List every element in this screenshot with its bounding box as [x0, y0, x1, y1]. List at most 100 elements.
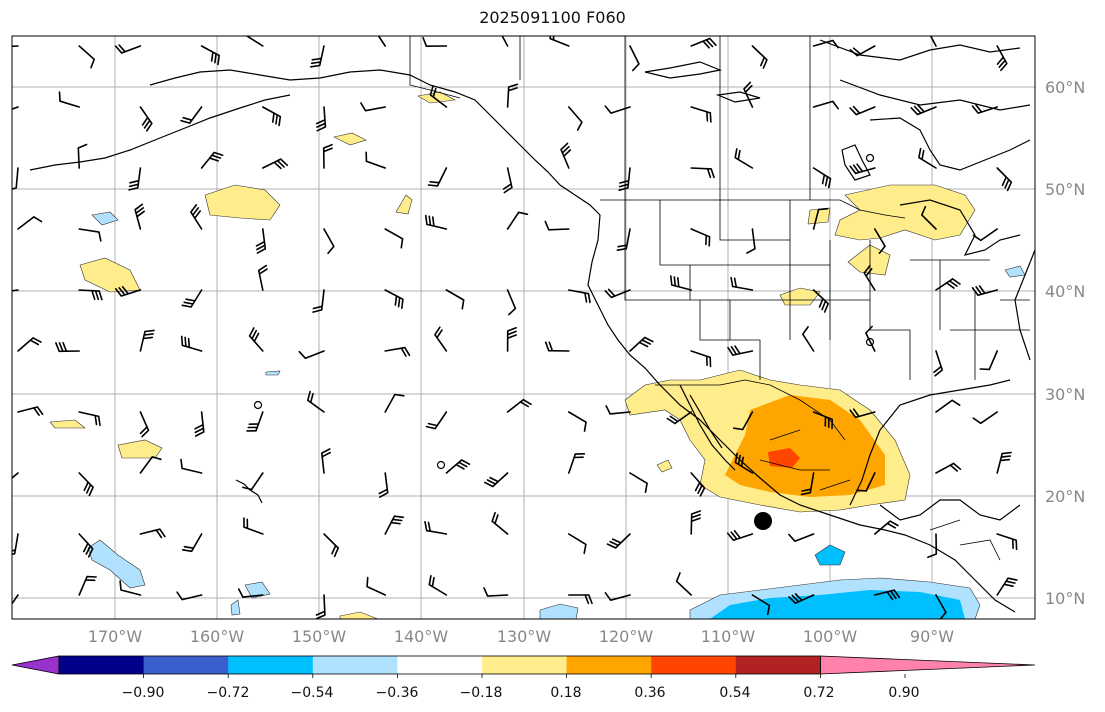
wind-barb — [139, 456, 162, 474]
wind-barb — [77, 143, 88, 169]
wind-barb — [139, 528, 166, 539]
wind-barb — [666, 411, 692, 425]
wind-barb — [996, 451, 1012, 474]
colorbar-segment — [566, 656, 652, 674]
wind-barb — [918, 147, 937, 169]
border-states-3 — [699, 240, 911, 380]
wind-barb — [935, 462, 962, 474]
wind-barb — [863, 265, 876, 291]
wind-barb — [312, 289, 325, 313]
wind-barb — [812, 289, 829, 313]
wind-barb — [12, 289, 19, 292]
wind-barb — [323, 533, 339, 558]
wind-barb — [506, 398, 532, 413]
lon-label-150: 150°W — [292, 627, 347, 646]
wind-barb — [568, 411, 587, 432]
wind-barb — [849, 105, 876, 116]
colorbar-segment — [59, 656, 145, 674]
wind-barb — [365, 151, 386, 169]
colorbar-extend-high — [820, 655, 1036, 675]
map-frame — [11, 35, 1036, 620]
lon-label-140: 140°W — [394, 627, 449, 646]
wind-barb — [12, 45, 19, 48]
wind-barb — [849, 408, 876, 419]
wind-barb — [17, 406, 44, 416]
wind-barb — [921, 205, 937, 230]
wind-barb — [425, 214, 448, 230]
wind-barb — [812, 411, 833, 430]
border-alaska-canada — [409, 36, 461, 99]
positive-contour-greatlakes — [834, 184, 976, 241]
wind-barb — [746, 228, 756, 254]
wind-barb — [119, 580, 142, 596]
negative-contour-pacific-a — [87, 539, 146, 589]
border-states-2 — [659, 200, 831, 340]
positive-contour-pacific-4 — [49, 419, 86, 429]
orange-contour-mexico — [725, 395, 885, 497]
wind-barbs — [12, 36, 1018, 619]
colorbar-tick-label: 0.18 — [550, 685, 581, 701]
wind-barb — [12, 106, 19, 110]
lon-label-130: 130°W — [497, 627, 552, 646]
wind-barb — [114, 44, 142, 54]
wind-barb — [180, 458, 203, 474]
wind-barb — [257, 264, 268, 291]
wind-barb — [78, 411, 101, 427]
lat-label-40: 40°N — [1045, 282, 1085, 301]
latitude-labels: 10°N 20°N 30°N 40°N 50°N 60°N — [1045, 78, 1085, 608]
wind-barb — [139, 329, 155, 352]
border-states-1 — [624, 200, 870, 301]
wind-barb — [180, 106, 203, 124]
wind-barb — [139, 411, 150, 438]
wind-barb — [971, 104, 998, 114]
wind-barb — [384, 346, 411, 357]
wind-barb — [629, 336, 654, 352]
lon-label-110: 110°W — [701, 627, 756, 646]
wind-barb — [751, 45, 768, 69]
wind-barb — [298, 350, 325, 360]
wind-barb — [315, 106, 327, 132]
wind-barb — [139, 106, 153, 132]
island-2 — [715, 91, 761, 103]
colorbar-extend-low — [11, 655, 60, 675]
wind-barb — [55, 342, 80, 353]
colorbar-segment — [143, 656, 229, 674]
wind-barb — [377, 36, 386, 47]
wind-barb — [429, 85, 448, 108]
colorbar-tick-label: 0.54 — [719, 685, 750, 701]
wind-barb — [506, 83, 519, 108]
wind-barb — [491, 511, 509, 535]
wind-barb — [979, 350, 998, 371]
wind-barb — [874, 520, 899, 535]
coastline-greatlakes — [899, 199, 1021, 256]
colorbar-tick-label: −0.72 — [207, 685, 250, 701]
wind-barb — [549, 36, 570, 47]
wind-barb — [176, 591, 203, 601]
wind-barb — [733, 411, 754, 431]
wind-barb — [865, 325, 876, 352]
wind-barb — [690, 350, 712, 368]
colorbar-tick-label: 0.90 — [888, 685, 919, 701]
wind-barb — [996, 577, 1018, 596]
wind-barb — [730, 276, 754, 291]
lat-label-10: 10°N — [1045, 589, 1085, 608]
wind-barb — [690, 472, 706, 497]
wind-barb — [424, 521, 448, 535]
colorbar-segment — [651, 656, 737, 674]
island-4 — [865, 337, 875, 347]
wind-barb — [310, 45, 325, 68]
wind-barb — [568, 453, 586, 474]
island-3 — [841, 144, 871, 181]
wind-barb — [12, 472, 19, 479]
colorbar-tick-label: 0.72 — [803, 685, 834, 701]
wind-barb — [378, 472, 389, 498]
wind-barb — [568, 106, 583, 131]
wind-barb — [802, 326, 815, 352]
island-3b — [865, 153, 875, 163]
wind-barb — [971, 285, 998, 296]
lat-label-60: 60°N — [1045, 78, 1085, 97]
wind-barb — [12, 533, 19, 556]
border-canada-provinces — [519, 36, 811, 200]
map-content — [12, 36, 1035, 619]
